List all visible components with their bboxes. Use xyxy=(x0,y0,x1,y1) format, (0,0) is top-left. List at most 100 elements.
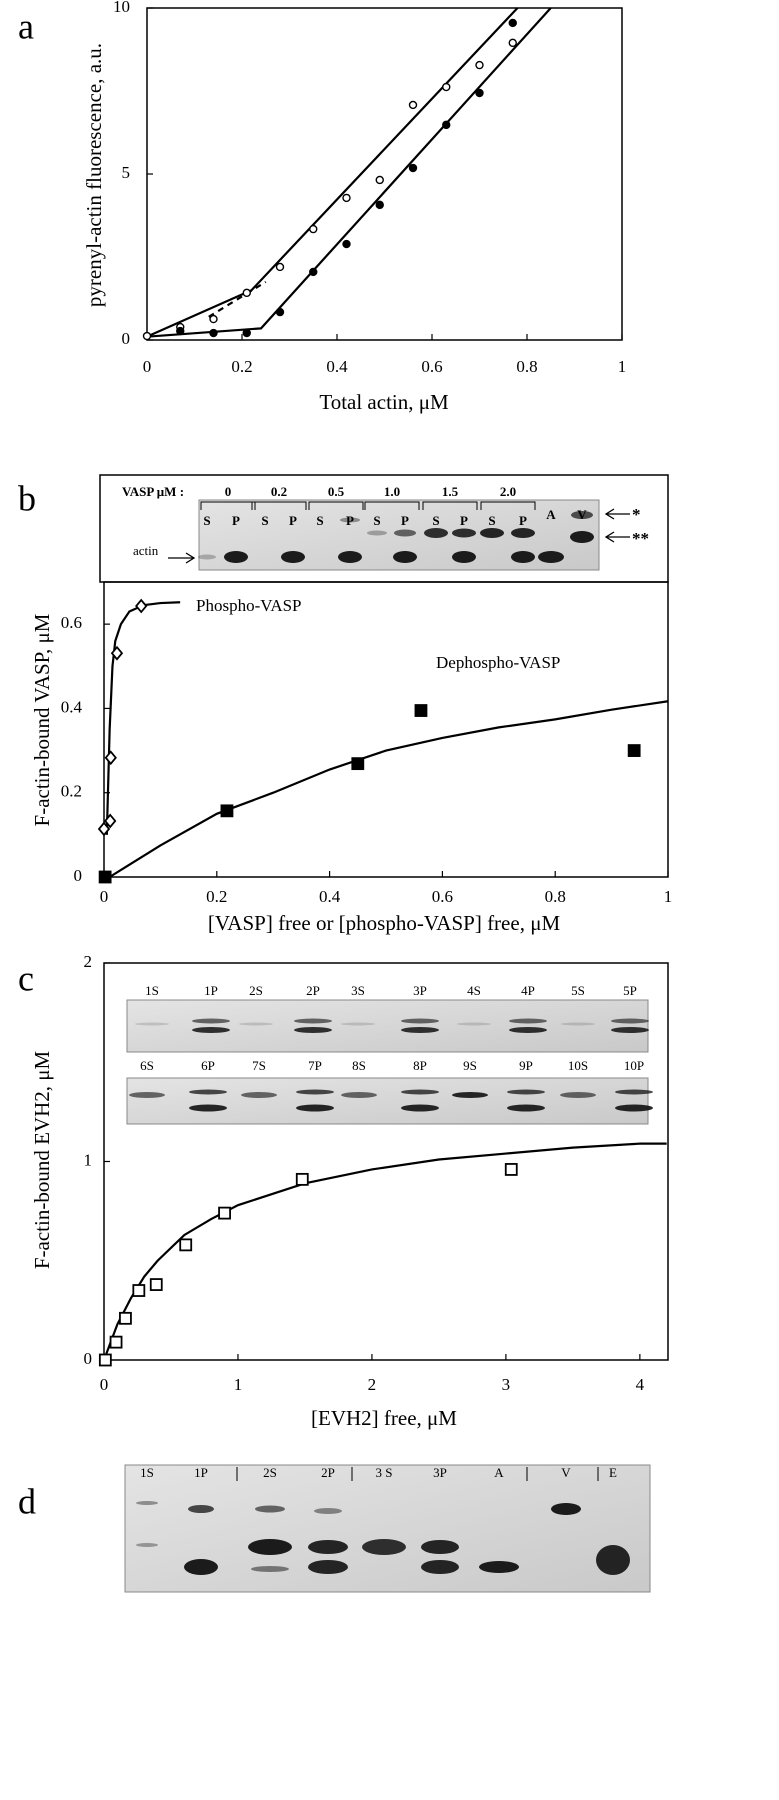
gel-band xyxy=(561,1022,595,1026)
data-point xyxy=(408,163,418,173)
fit-line xyxy=(109,700,669,878)
data-point xyxy=(132,1284,146,1297)
gel-lane-label: S xyxy=(203,513,210,528)
gel-lane-label: 3 S xyxy=(376,1465,393,1480)
data-point xyxy=(142,331,152,341)
data-point xyxy=(176,326,185,336)
gel-band xyxy=(611,1018,649,1024)
gel-concentration: 0.5 xyxy=(328,484,345,499)
gel-marker: * xyxy=(632,505,641,524)
x-tick-label: 0.6 xyxy=(421,357,442,376)
gel-band xyxy=(189,1089,227,1095)
gel-lane-label: S xyxy=(261,513,268,528)
x-tick-label: 0.6 xyxy=(432,887,453,906)
gel-arrow xyxy=(604,531,630,543)
gel-bracket xyxy=(251,501,307,510)
fit-line xyxy=(208,280,267,318)
gel-band xyxy=(296,1089,334,1095)
x-tick-label: 0.8 xyxy=(545,887,566,906)
gel-lane-label: 9P xyxy=(519,1058,533,1073)
gel-lane-label: 2S xyxy=(263,1465,277,1480)
gel-band xyxy=(281,551,305,563)
data-point xyxy=(442,120,451,130)
x-tick-label: 1 xyxy=(234,1375,243,1394)
gel-band xyxy=(294,1018,332,1024)
y-tick-label: 0 xyxy=(122,329,131,348)
annotation: Phospho-VASP xyxy=(196,596,302,615)
data-point xyxy=(342,193,351,203)
gel-arrow xyxy=(168,552,196,564)
data-point xyxy=(408,100,418,110)
data-point xyxy=(220,804,234,818)
gel-lane-label: 1P xyxy=(194,1465,208,1480)
panel-label: b xyxy=(18,478,36,518)
gel-lane-label: P xyxy=(519,513,527,528)
fit-line xyxy=(102,1142,667,1361)
gel-lane-label: 4P xyxy=(521,983,535,998)
gel-band xyxy=(457,1022,491,1026)
gel-concentration: 0.2 xyxy=(271,484,287,499)
x-tick-label: 0.2 xyxy=(206,887,227,906)
data-point xyxy=(119,1311,132,1325)
gel-lane-label: A xyxy=(546,507,556,522)
gel-lane-label: 2P xyxy=(321,1465,335,1480)
y-axis-label: F-actin-bound EVH2, μM xyxy=(30,1051,54,1270)
gel-band xyxy=(362,1539,406,1555)
gel-lane-label: V xyxy=(561,1465,571,1480)
gel-band xyxy=(538,551,564,563)
gel-lane-label: S xyxy=(373,513,380,528)
data-point xyxy=(242,328,251,338)
gel-lane-label: 9S xyxy=(463,1058,477,1073)
gel-band xyxy=(611,1027,649,1033)
gel-lane-label: 3P xyxy=(433,1465,447,1480)
x-axis-label: [EVH2] free, μM xyxy=(311,1406,457,1430)
y-tick-label: 0 xyxy=(84,1349,93,1368)
gel-band xyxy=(394,529,416,537)
gel-band xyxy=(314,1508,342,1514)
data-point xyxy=(442,82,451,92)
gel-lane-label: 5S xyxy=(571,983,585,998)
data-point xyxy=(275,307,285,317)
y-tick-label: 10 xyxy=(113,0,130,16)
gel-band xyxy=(421,1540,459,1554)
gel-band xyxy=(192,1018,230,1024)
gel-band xyxy=(340,517,360,523)
gel-band xyxy=(551,1503,581,1515)
gel-band xyxy=(480,528,504,538)
gel-lane-label: V xyxy=(577,507,587,522)
gel-lane-label: 10P xyxy=(624,1058,644,1073)
gel-band xyxy=(136,1501,158,1505)
fit-line xyxy=(146,7,519,338)
data-point xyxy=(209,328,218,338)
gel-band xyxy=(296,1104,334,1112)
plot-frame xyxy=(103,581,669,878)
data-point xyxy=(104,750,117,766)
x-tick-label: 4 xyxy=(636,1375,645,1394)
gel-lane-label: P xyxy=(460,513,468,528)
panel-label: a xyxy=(18,6,34,46)
x-axis-label: [VASP] free or [phospho-VASP] free, μM xyxy=(208,911,561,935)
data-point xyxy=(209,314,218,324)
gel-title: VASP μM : xyxy=(122,484,184,499)
x-tick-label: 1 xyxy=(618,357,627,376)
gel-band xyxy=(401,1027,439,1033)
y-axis-label: F-actin-bound VASP, μM xyxy=(30,613,54,826)
gel-band xyxy=(479,1561,519,1573)
gel-bracket xyxy=(200,501,256,510)
gel-band xyxy=(189,1104,227,1112)
gel-band xyxy=(401,1018,439,1024)
gel-bracket xyxy=(480,501,536,510)
x-tick-label: 0 xyxy=(100,1375,109,1394)
x-tick-label: 0.4 xyxy=(319,887,341,906)
gel-band xyxy=(188,1505,214,1513)
gel-band xyxy=(192,1027,230,1033)
gel-lane-label: 1S xyxy=(145,983,159,998)
data-point xyxy=(98,870,112,884)
data-point xyxy=(375,175,384,185)
y-tick-label: 5 xyxy=(122,163,131,182)
gel-lane-label: 7S xyxy=(252,1058,266,1073)
gel-bracket xyxy=(308,501,364,510)
gel-band xyxy=(570,531,594,543)
gel-band xyxy=(198,554,216,560)
